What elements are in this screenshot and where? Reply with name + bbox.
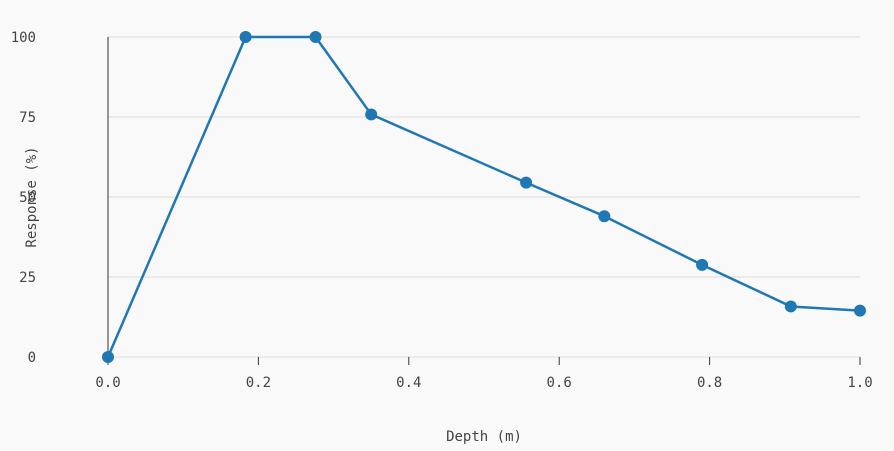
x-tick-label: 0.6 (547, 375, 572, 391)
y-axis-label: Response (%) (24, 146, 40, 247)
y-tick-label: 0 (28, 350, 36, 366)
x-tick-label: 0.0 (95, 375, 120, 391)
x-axis-label: Depth (m) (446, 429, 522, 445)
data-point (598, 210, 611, 223)
x-axis-ticks: 0.0 0.2 0.4 0.6 0.8 1.0 (95, 357, 873, 391)
data-point (854, 304, 866, 317)
x-tick-label: 0.8 (697, 375, 722, 391)
data-point (239, 31, 252, 43)
x-tick-label: 1.0 (847, 375, 872, 391)
y-tick-label: 100 (11, 30, 36, 46)
data-point (309, 31, 322, 43)
y-tick-label: 50 (19, 190, 36, 206)
x-tick-label: 0.2 (246, 375, 271, 391)
data-point (102, 351, 114, 363)
data-point (784, 300, 797, 313)
y-tick-label: 25 (19, 270, 36, 286)
y-tick-label: 75 (19, 110, 36, 126)
x-tick-label: 0.4 (396, 375, 421, 391)
y-axis-ticks: 0 25 50 75 100 (11, 30, 36, 366)
data-point (696, 258, 709, 271)
data-point (520, 176, 533, 189)
grid-lines (108, 36, 860, 358)
series-layer (102, 31, 866, 363)
data-point (365, 108, 378, 121)
